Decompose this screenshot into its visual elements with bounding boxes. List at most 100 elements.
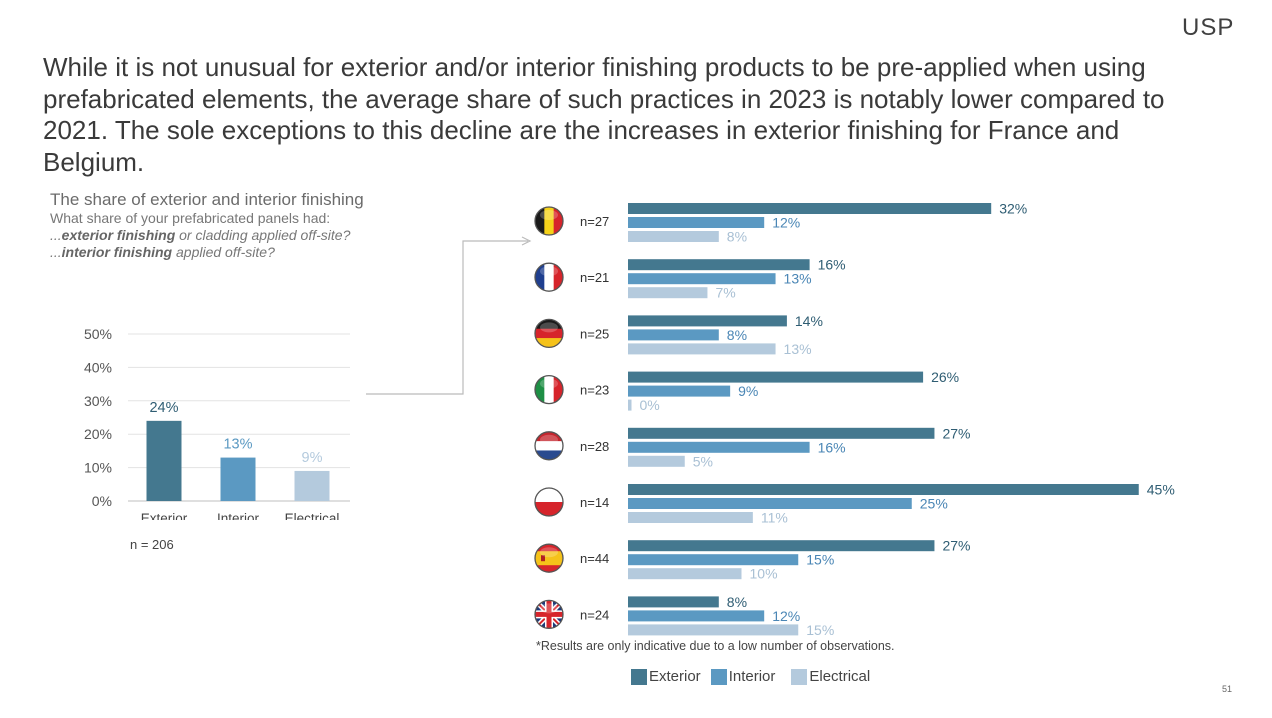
flag-shading: [534, 206, 564, 236]
y-tick-label: 20%: [84, 426, 112, 442]
legend-label-electrical: Electrical: [809, 668, 871, 685]
bar-exterior: [628, 596, 719, 608]
flag-shading: [534, 431, 564, 461]
bar-electrical: [628, 287, 708, 299]
value-label: 24%: [149, 400, 178, 416]
bar-electrical: [628, 455, 685, 467]
value-label: 16%: [818, 257, 846, 273]
bar-electrical: [628, 231, 719, 242]
sample-size-label: n=23: [580, 383, 609, 398]
connector-arrow: [366, 236, 532, 395]
question-line-2-prefix: ...: [50, 227, 62, 243]
y-tick-label: 10%: [84, 460, 112, 476]
sample-size-label: n=21: [580, 270, 609, 285]
bar-interior: [628, 610, 765, 622]
category-label: Interior: [217, 511, 260, 520]
footnote: *Results are only indicative due to a lo…: [536, 639, 895, 653]
overall-bar-chart: 0% 10% 20% 30% 40% 50% 24% Exterior 13% Interior 9…: [84, 326, 350, 520]
value-label: 27%: [942, 538, 970, 554]
value-label: 27%: [942, 425, 970, 441]
question-line-2-bold: exterior finishing: [61, 227, 176, 243]
question-line-3-bold: interior finishing: [61, 244, 173, 260]
value-label: 9%: [302, 450, 323, 466]
value-label: 10%: [750, 566, 778, 582]
bar-interior: [628, 329, 719, 341]
bar-exterior: [628, 259, 810, 271]
value-label: 15%: [806, 622, 834, 638]
bar-interior: [628, 498, 912, 509]
flag-shading: [534, 487, 564, 517]
sample-size-label: n=14: [580, 495, 609, 510]
value-label: 8%: [727, 594, 747, 610]
value-label: 7%: [715, 285, 735, 301]
flag-shading: [534, 599, 564, 630]
value-label: 5%: [693, 453, 713, 469]
bar-electrical: [628, 343, 776, 355]
legend-swatch-interior: [710, 668, 727, 685]
y-tick-label: 30%: [84, 393, 112, 409]
bar-exterior: [628, 203, 992, 214]
legend-label-exterior: Exterior: [649, 668, 701, 685]
legend-label-interior: Interior: [728, 668, 776, 685]
chart-legend: Exterior Interior Electrical: [631, 668, 880, 685]
sample-size-label: n=27: [580, 214, 609, 229]
flag-shading: [534, 262, 564, 292]
flag-spain-icon: [535, 544, 563, 573]
bar-exterior: [628, 484, 1139, 495]
legend-swatch-exterior: [631, 668, 647, 685]
bar-interior: [628, 385, 731, 397]
bar-electrical: [628, 399, 632, 411]
flag-united-kingdom-icon: [535, 600, 563, 629]
sample-size-label: n=28: [580, 439, 609, 454]
bar-electrical: [628, 568, 742, 580]
flag-shading: [534, 543, 564, 573]
value-label: 13%: [784, 271, 812, 287]
country-bar-chart: n=27 32% 12% 8% n=21 16% 13% 7% n=25 14% 8% 13% n=23…: [534, 201, 1175, 638]
value-label: 13%: [784, 341, 812, 357]
bar-interior: [628, 217, 765, 228]
question-line-2-rest: or cladding applied off-site?: [175, 227, 351, 243]
value-label: 26%: [931, 369, 959, 385]
flag-poland-icon: [535, 488, 563, 516]
usp-logo: USP: [1182, 14, 1235, 41]
question-line-3-prefix: ...: [50, 244, 62, 260]
sample-size-label: n=25: [580, 326, 609, 341]
flag-belgium-icon: [535, 207, 563, 235]
bar-electrical: [294, 470, 330, 501]
category-label: Electrical: [285, 511, 340, 520]
value-label: 45%: [1147, 482, 1175, 498]
bar-interior: [628, 441, 810, 453]
page-number: 51: [1222, 684, 1233, 694]
bar-exterior: [628, 427, 935, 439]
bar-electrical: [628, 624, 799, 636]
value-label: 14%: [795, 313, 823, 329]
bar-interior: [628, 554, 799, 566]
legend-item-interior: Interior: [710, 668, 776, 685]
flag-germany-icon: [535, 319, 563, 348]
question-line-3: ...interior finishing applied off-site?: [50, 244, 430, 261]
y-tick-label: 0%: [92, 493, 112, 509]
y-tick-label: 40%: [84, 359, 112, 375]
question-title: The share of exterior and interior finis…: [50, 190, 364, 209]
flag-shading: [534, 318, 564, 349]
sample-size-label: n=44: [580, 551, 609, 566]
legend-item-exterior: Exterior: [631, 668, 701, 685]
headline: While it is not unusual for exterior and…: [43, 52, 1165, 177]
value-label: 9%: [738, 383, 758, 399]
value-label: 11%: [761, 510, 788, 526]
bar-electrical: [628, 512, 753, 523]
sample-size-label: n=24: [580, 607, 609, 622]
flag-france-icon: [535, 263, 563, 292]
bar-exterior: [628, 315, 787, 327]
question-block: The share of exterior and interior finis…: [50, 190, 430, 261]
value-label: 12%: [772, 608, 800, 624]
bar-exterior: [628, 371, 924, 383]
bar-interior: [220, 457, 256, 501]
question-line-3-rest: applied off-site?: [172, 244, 275, 260]
value-label: 8%: [727, 327, 747, 343]
category-label: Exterior: [141, 511, 188, 520]
bar-interior: [628, 273, 776, 285]
flag-netherlands-icon: [535, 431, 563, 460]
flag-shading: [534, 374, 564, 405]
bar-exterior: [146, 420, 182, 501]
